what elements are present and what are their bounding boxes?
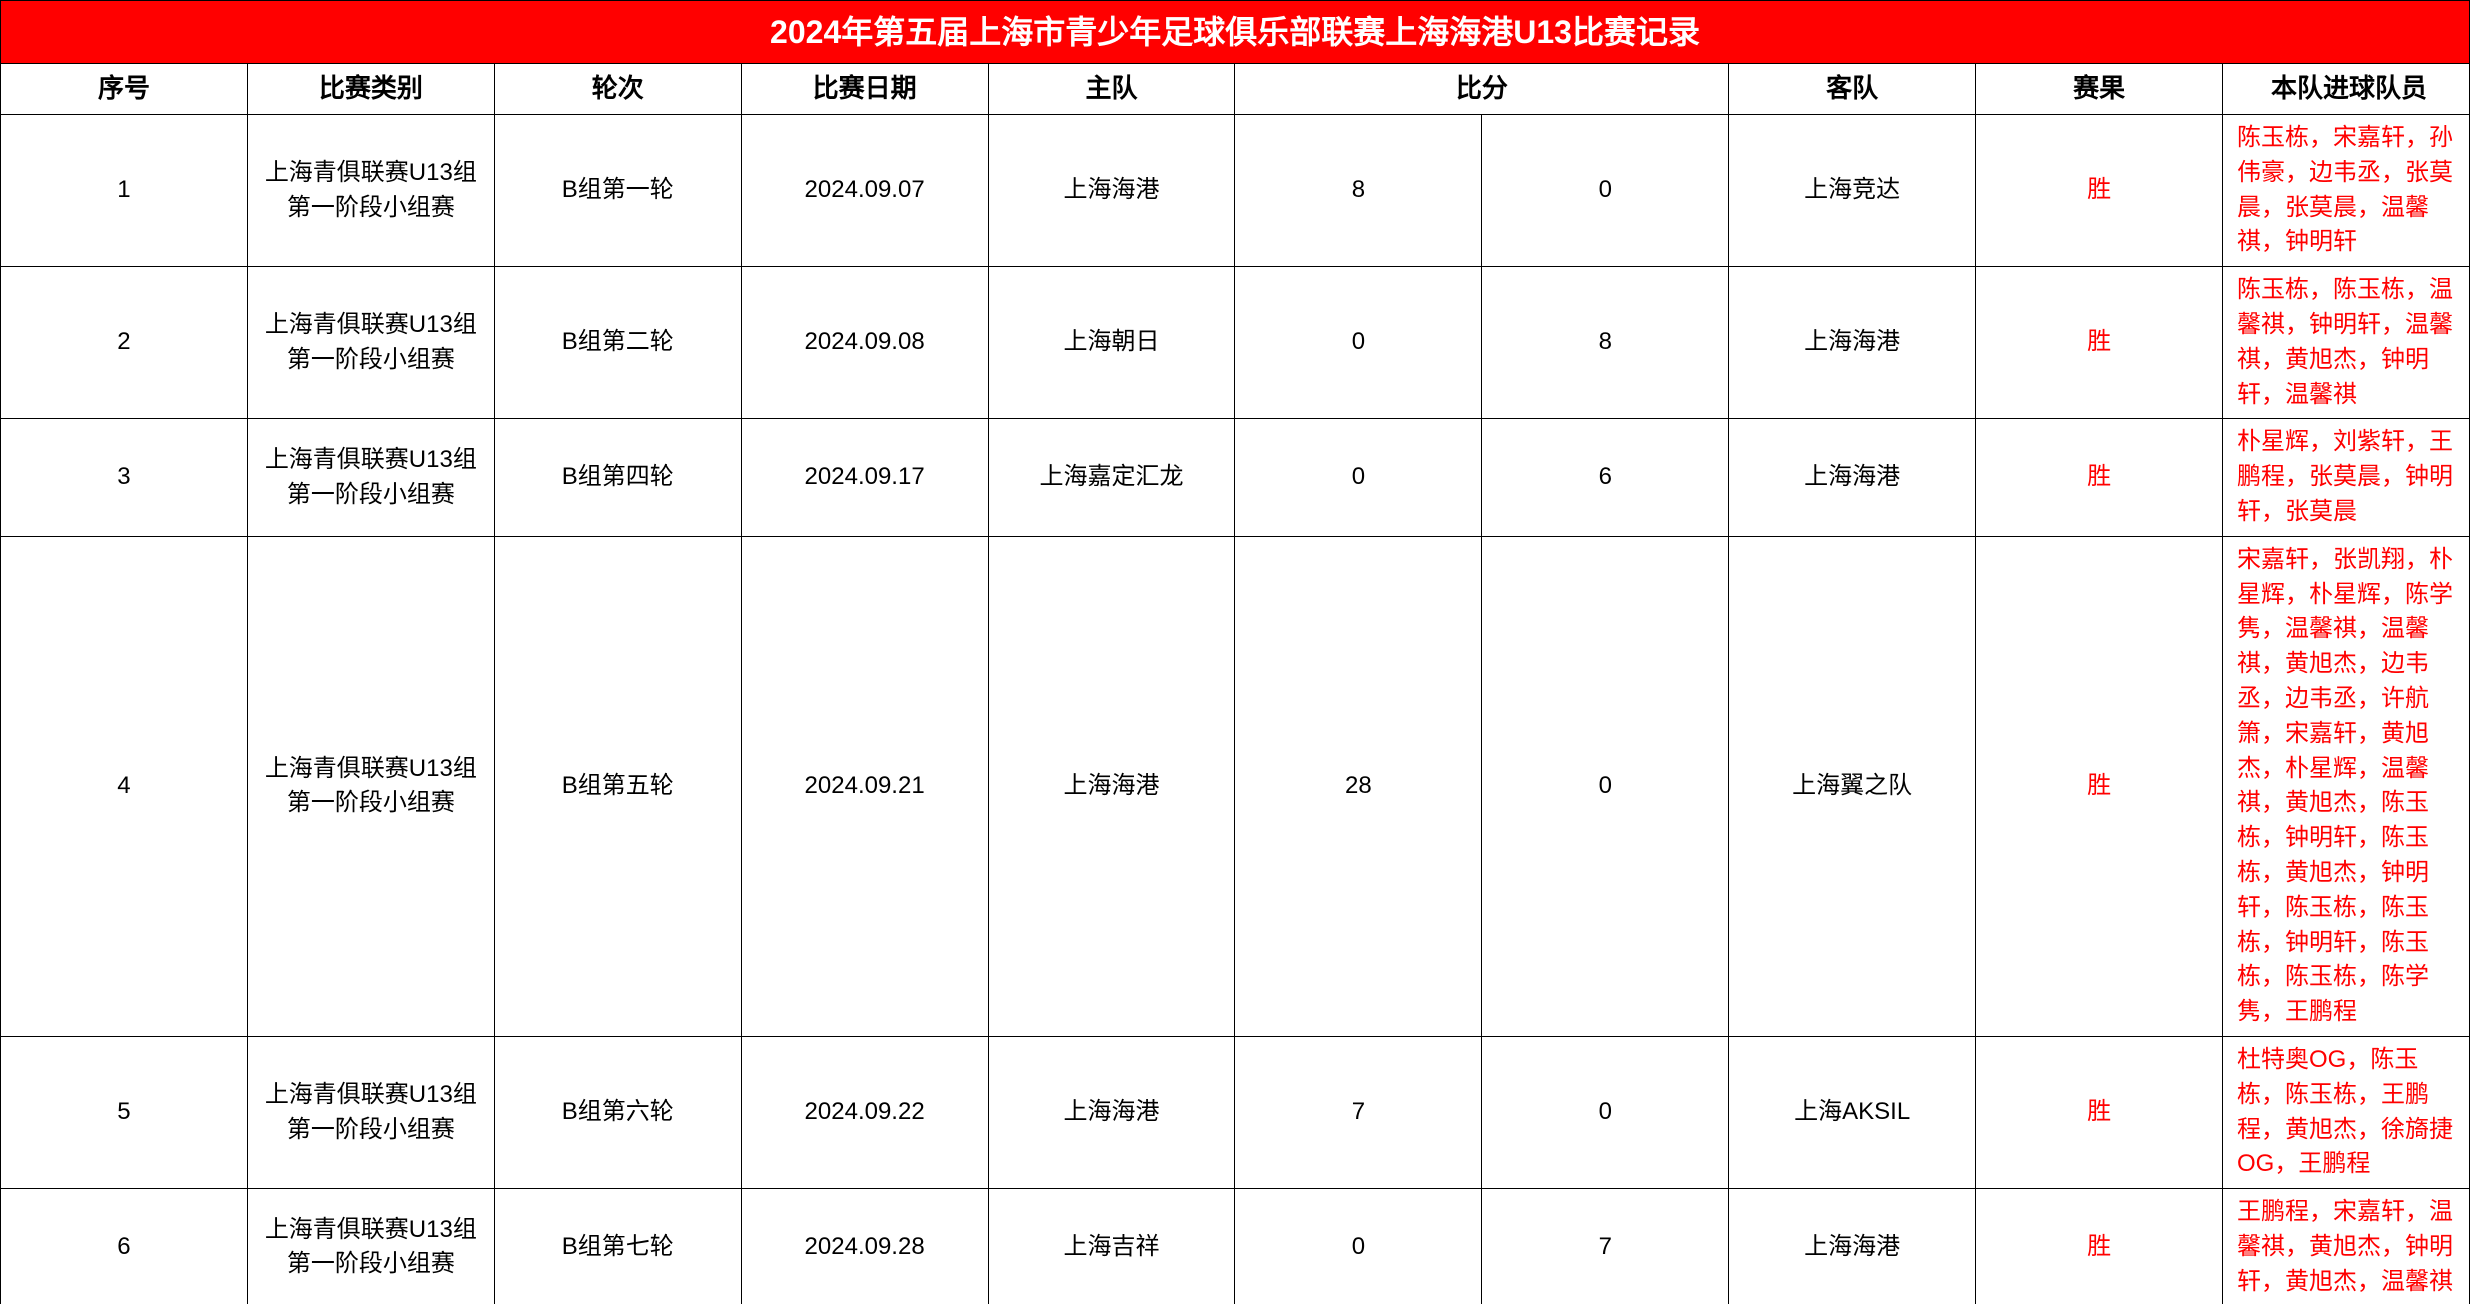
table-body: 1上海青俱联赛U13组第一阶段小组赛B组第一轮2024.09.07上海海港80上… [1,115,2470,1304]
cell-date: 2024.09.28 [741,1189,988,1304]
cell-away: 上海海港 [1729,267,1976,419]
cell-category: 上海青俱联赛U13组第一阶段小组赛 [247,115,494,267]
cell-home: 上海吉祥 [988,1189,1235,1304]
cell-home: 上海海港 [988,536,1235,1036]
match-record-table: 2024年第五届上海市青少年足球俱乐部联赛上海海港U13比赛记录 序号 比赛类别… [0,0,2470,1304]
cell-result: 胜 [1976,267,2223,419]
cell-scorers: 陈玉栋，宋嘉轩，孙伟豪，边韦丞，张莫晨，张莫晨，温馨祺，钟明轩 [2223,115,2470,267]
cell-score-home: 0 [1235,267,1482,419]
title-row: 2024年第五届上海市青少年足球俱乐部联赛上海海港U13比赛记录 [1,1,2470,64]
cell-category: 上海青俱联赛U13组第一阶段小组赛 [247,536,494,1036]
cell-round: B组第六轮 [494,1037,741,1189]
header-row: 序号 比赛类别 轮次 比赛日期 主队 比分 客队 赛果 本队进球队员 [1,64,2470,115]
cell-result: 胜 [1976,1037,2223,1189]
header-date: 比赛日期 [741,64,988,115]
cell-home: 上海嘉定汇龙 [988,419,1235,536]
cell-home: 上海海港 [988,115,1235,267]
cell-result: 胜 [1976,115,2223,267]
table-row: 5上海青俱联赛U13组第一阶段小组赛B组第六轮2024.09.22上海海港70上… [1,1037,2470,1189]
cell-category: 上海青俱联赛U13组第一阶段小组赛 [247,267,494,419]
cell-away: 上海翼之队 [1729,536,1976,1036]
cell-date: 2024.09.17 [741,419,988,536]
cell-home: 上海朝日 [988,267,1235,419]
cell-category: 上海青俱联赛U13组第一阶段小组赛 [247,419,494,536]
cell-seq: 6 [1,1189,248,1304]
cell-score-home: 7 [1235,1037,1482,1189]
cell-round: B组第一轮 [494,115,741,267]
cell-seq: 4 [1,536,248,1036]
cell-round: B组第七轮 [494,1189,741,1304]
cell-date: 2024.09.21 [741,536,988,1036]
header-scorers: 本队进球队员 [2223,64,2470,115]
cell-scorers: 王鹏程，宋嘉轩，温馨祺，黄旭杰，钟明轩，黄旭杰，温馨祺 [2223,1189,2470,1304]
table-container: 2024年第五届上海市青少年足球俱乐部联赛上海海港U13比赛记录 序号 比赛类别… [0,0,2470,1304]
cell-seq: 5 [1,1037,248,1189]
cell-score-home: 0 [1235,419,1482,536]
header-round: 轮次 [494,64,741,115]
cell-score-home: 28 [1235,536,1482,1036]
cell-away: 上海海港 [1729,419,1976,536]
header-score: 比分 [1235,64,1729,115]
cell-away: 上海AKSIL [1729,1037,1976,1189]
cell-seq: 1 [1,115,248,267]
cell-score-away: 6 [1482,419,1729,536]
cell-away: 上海海港 [1729,1189,1976,1304]
cell-date: 2024.09.07 [741,115,988,267]
cell-seq: 3 [1,419,248,536]
cell-score-home: 8 [1235,115,1482,267]
header-away: 客队 [1729,64,1976,115]
header-seq: 序号 [1,64,248,115]
cell-round: B组第四轮 [494,419,741,536]
cell-score-home: 0 [1235,1189,1482,1304]
cell-category: 上海青俱联赛U13组第一阶段小组赛 [247,1037,494,1189]
header-home: 主队 [988,64,1235,115]
cell-seq: 2 [1,267,248,419]
cell-away: 上海竞达 [1729,115,1976,267]
cell-scorers: 宋嘉轩，张凯翔，朴星辉，朴星辉，陈学隽，温馨祺，温馨祺，黄旭杰，边韦丞，边韦丞，… [2223,536,2470,1036]
cell-score-away: 7 [1482,1189,1729,1304]
cell-scorers: 杜特奥OG，陈玉栋，陈玉栋，王鹏程，黄旭杰，徐旖捷OG，王鹏程 [2223,1037,2470,1189]
cell-scorers: 陈玉栋，陈玉栋，温馨祺，钟明轩，温馨祺，黄旭杰，钟明轩，温馨祺 [2223,267,2470,419]
cell-scorers: 朴星辉，刘紫轩，王鹏程，张莫晨，钟明轩，张莫晨 [2223,419,2470,536]
cell-score-away: 0 [1482,1037,1729,1189]
cell-score-away: 8 [1482,267,1729,419]
cell-round: B组第五轮 [494,536,741,1036]
cell-score-away: 0 [1482,536,1729,1036]
table-row: 1上海青俱联赛U13组第一阶段小组赛B组第一轮2024.09.07上海海港80上… [1,115,2470,267]
cell-score-away: 0 [1482,115,1729,267]
header-result: 赛果 [1976,64,2223,115]
cell-round: B组第二轮 [494,267,741,419]
table-row: 2上海青俱联赛U13组第一阶段小组赛B组第二轮2024.09.08上海朝日08上… [1,267,2470,419]
cell-result: 胜 [1976,1189,2223,1304]
cell-date: 2024.09.08 [741,267,988,419]
header-category: 比赛类别 [247,64,494,115]
table-row: 4上海青俱联赛U13组第一阶段小组赛B组第五轮2024.09.21上海海港280… [1,536,2470,1036]
table-row: 3上海青俱联赛U13组第一阶段小组赛B组第四轮2024.09.17上海嘉定汇龙0… [1,419,2470,536]
table-title: 2024年第五届上海市青少年足球俱乐部联赛上海海港U13比赛记录 [1,1,2470,64]
cell-result: 胜 [1976,419,2223,536]
cell-result: 胜 [1976,536,2223,1036]
table-row: 6上海青俱联赛U13组第一阶段小组赛B组第七轮2024.09.28上海吉祥07上… [1,1189,2470,1304]
cell-date: 2024.09.22 [741,1037,988,1189]
cell-category: 上海青俱联赛U13组第一阶段小组赛 [247,1189,494,1304]
cell-home: 上海海港 [988,1037,1235,1189]
